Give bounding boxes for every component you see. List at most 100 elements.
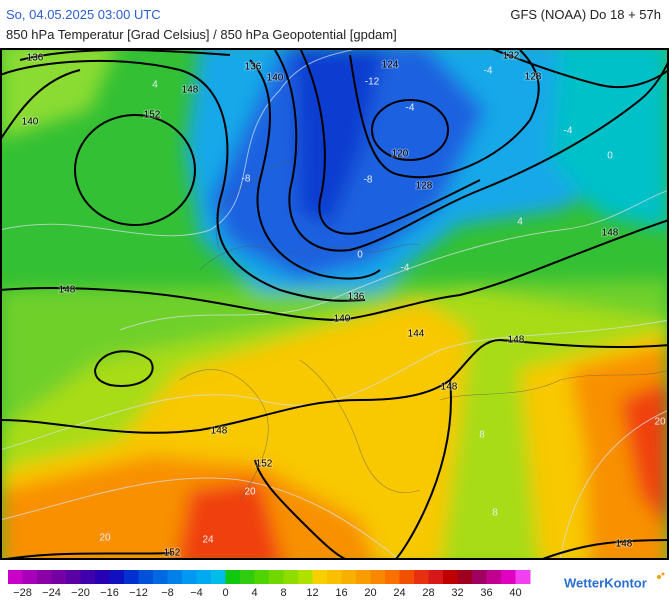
colorbar-swatch <box>167 570 183 584</box>
colorbar-swatch <box>66 570 81 584</box>
colorbar-swatch <box>182 570 197 584</box>
colorbar-swatch <box>312 570 328 584</box>
colorbar-swatch <box>399 570 415 584</box>
colorbar-swatch <box>269 570 284 584</box>
colorbar-label: 24 <box>393 587 405 599</box>
colorbar-swatch <box>515 570 531 584</box>
colorbar-swatch <box>370 570 386 584</box>
isotherms <box>1 49 668 559</box>
contour-label: 148 <box>508 335 525 346</box>
colorbar-label: 36 <box>480 587 492 599</box>
isotherm-label: 8 <box>492 508 498 519</box>
coastlines <box>179 159 668 501</box>
colorbar-swatch <box>501 570 516 584</box>
colorbar-label: 0 <box>222 587 228 599</box>
isotherm-label: -8 <box>242 174 251 185</box>
contour-label: 148 <box>602 228 619 239</box>
contour-label: 148 <box>182 85 199 96</box>
colorbar-label: 12 <box>306 587 318 599</box>
colorbar-label: −28 <box>13 587 32 599</box>
colorbar-label: −8 <box>161 587 174 599</box>
brand: WetterKontor <box>564 575 647 590</box>
isotherm-label: 0 <box>607 151 613 162</box>
isotherm-label: -8 <box>364 175 373 186</box>
colorbar-swatch <box>414 570 429 584</box>
isotherm-label: 20 <box>244 487 256 498</box>
isotherm-label: 0 <box>357 250 363 261</box>
map-frame <box>0 48 669 560</box>
colorbar-label: −16 <box>100 587 119 599</box>
colorbar-label: −4 <box>190 587 203 599</box>
colorbar-swatch <box>51 570 67 584</box>
contour-label: 140 <box>22 117 39 128</box>
isotherm-label: -4 <box>564 126 573 137</box>
contour-label: 136 <box>245 62 262 73</box>
contour-label: 152 <box>256 459 273 470</box>
subtitle: 850 hPa Temperatur [Grad Celsius] / 850 … <box>6 27 397 42</box>
isotherm-label: -4 <box>401 263 410 274</box>
isotherm-label: 4 <box>152 80 158 91</box>
contour-label: 148 <box>616 539 633 550</box>
colorbar-swatch <box>385 570 400 584</box>
colorbar-label: −20 <box>71 587 90 599</box>
isotherm-label: 20 <box>654 417 666 428</box>
contour-label: 124 <box>382 60 399 71</box>
colorbar-label: 20 <box>364 587 376 599</box>
valid-time: So, 04.05.2025 03:00 UTC <box>6 7 161 22</box>
colorbar-swatch <box>327 570 342 584</box>
brand-logo: WetterKontor <box>564 572 665 590</box>
isotherm-label: -4 <box>484 66 493 77</box>
model-run: GFS (NOAA) Do 18 + 57h <box>510 7 661 22</box>
colorbar-swatch <box>80 570 96 584</box>
contour-label: 136 <box>348 292 365 303</box>
colorbar-swatch <box>486 570 502 584</box>
colorbar-label: 16 <box>335 587 347 599</box>
colorbar-swatch <box>298 570 313 584</box>
colorbar-label: 4 <box>251 587 257 599</box>
colorbar-swatch <box>254 570 270 584</box>
colorbar-swatch <box>341 570 357 584</box>
contour-label: 132 <box>503 51 520 62</box>
isotherm-label: -4 <box>406 103 415 114</box>
colorbar-swatch <box>22 570 38 584</box>
contour-label: 148 <box>441 382 458 393</box>
contour-label: 128 <box>416 181 433 192</box>
colorbar-label: −24 <box>42 587 61 599</box>
contour-label: 148 <box>59 285 76 296</box>
colorbar-swatch <box>138 570 154 584</box>
colorbar-swatch <box>457 570 473 584</box>
colorbar-swatch <box>196 570 212 584</box>
colorbar-swatch <box>225 570 241 584</box>
colorbar-label: 40 <box>509 587 521 599</box>
colorbar-label: 32 <box>451 587 463 599</box>
colorbar-swatch <box>428 570 444 584</box>
colorbar-swatch <box>153 570 168 584</box>
isotherm-label: 8 <box>479 430 485 441</box>
contour-label: 120 <box>392 149 409 160</box>
geopotential-contours <box>1 49 668 559</box>
colorbar-swatch <box>37 570 52 584</box>
colorbar-label: −12 <box>129 587 148 599</box>
contour-label: 152 <box>164 548 181 559</box>
temperature-field: 4 -12 -4 -4 -4 0 -8 -8 0 4 -4 8 8 20 20 24 20 136 140 148 1… <box>1 49 668 559</box>
colorbar-swatch <box>356 570 371 584</box>
colorbar-swatch <box>211 570 226 584</box>
contour-label: 140 <box>334 314 351 325</box>
colorbar-swatch <box>283 570 299 584</box>
colorbar-swatch <box>443 570 458 584</box>
contour-label: 136 <box>27 53 44 64</box>
contour-label: 152 <box>144 110 161 121</box>
colorbar-swatch <box>240 570 255 584</box>
isotherm-label: 24 <box>202 535 214 546</box>
colorbar-swatch <box>472 570 487 584</box>
isotherm-label: -12 <box>365 77 380 88</box>
colorbar-swatch <box>8 570 23 584</box>
contour-label: 128 <box>525 72 542 83</box>
colorbar-label: 8 <box>280 587 286 599</box>
contour-label: 140 <box>267 73 284 84</box>
isotherm-label: 4 <box>517 217 523 228</box>
colorbar-swatch <box>95 570 110 584</box>
contour-label: 144 <box>408 329 425 340</box>
